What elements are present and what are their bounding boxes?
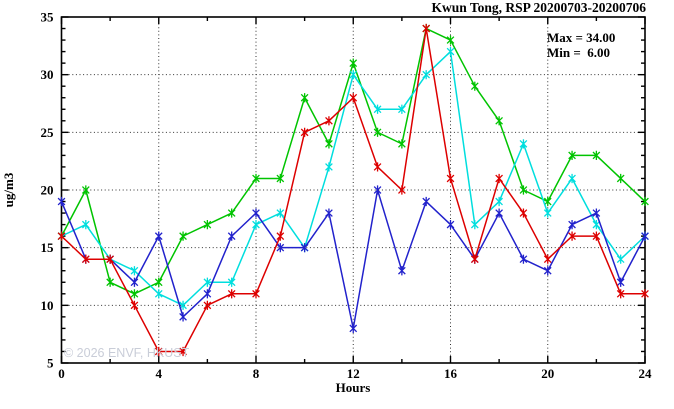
x-tick-label: 16 [444,366,458,381]
x-tick-label: 4 [156,366,163,381]
x-tick-label: 20 [541,366,554,381]
chart-title: Kwun Tong, RSP 20200703-20200706 [431,0,646,15]
series-blue-line [60,189,646,330]
annotation-min: Min = 6.00 [547,45,610,60]
y-tick-label: 10 [41,298,54,313]
x-tick-label: 12 [347,366,360,381]
x-tick-label: 24 [639,366,653,381]
plot-area: 5 10 15 20 25 30 35 0 4 8 12 16 20 24 [41,10,653,382]
y-tick-label: 5 [47,356,54,371]
y-tick-label: 25 [41,125,55,140]
y-axis-label: ug/m3 [1,172,16,207]
x-axis-label: Hours [336,380,371,395]
x-tick-label: 8 [253,366,260,381]
y-tick-label: 30 [41,67,54,82]
y-tick-label: 15 [41,240,55,255]
y-tick-label: 20 [41,183,54,198]
annotation-max: Max = 34.00 [547,30,615,45]
watermark: © 2026 ENVF, HKUST [64,346,190,360]
x-tick-label: 0 [58,366,65,381]
y-tick-label: 35 [41,10,55,25]
series-red-markers [57,23,649,357]
